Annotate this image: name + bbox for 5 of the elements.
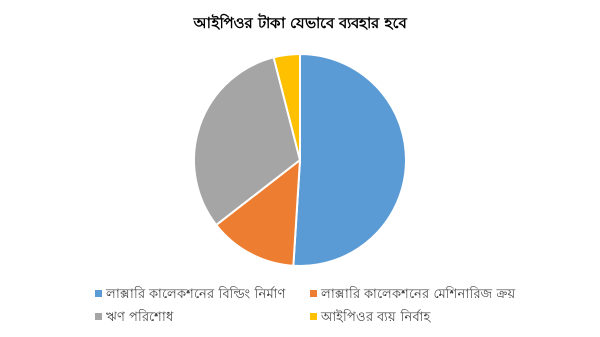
legend-label: ঋণ পরিশোধ [106, 309, 174, 325]
legend-label: লাক্সারি কালেকশনের বিল্ডিং নির্মাণ [105, 286, 286, 302]
legend-label: লাক্সারি কালেকশনের মেশিনারিজ ক্রয় [320, 286, 516, 302]
legend-label: আইপিওর ব্যয় নির্বাহ [320, 309, 432, 325]
chart-title: আইপিওর টাকা যেভাবে ব্যবহার হবে [192, 13, 408, 32]
